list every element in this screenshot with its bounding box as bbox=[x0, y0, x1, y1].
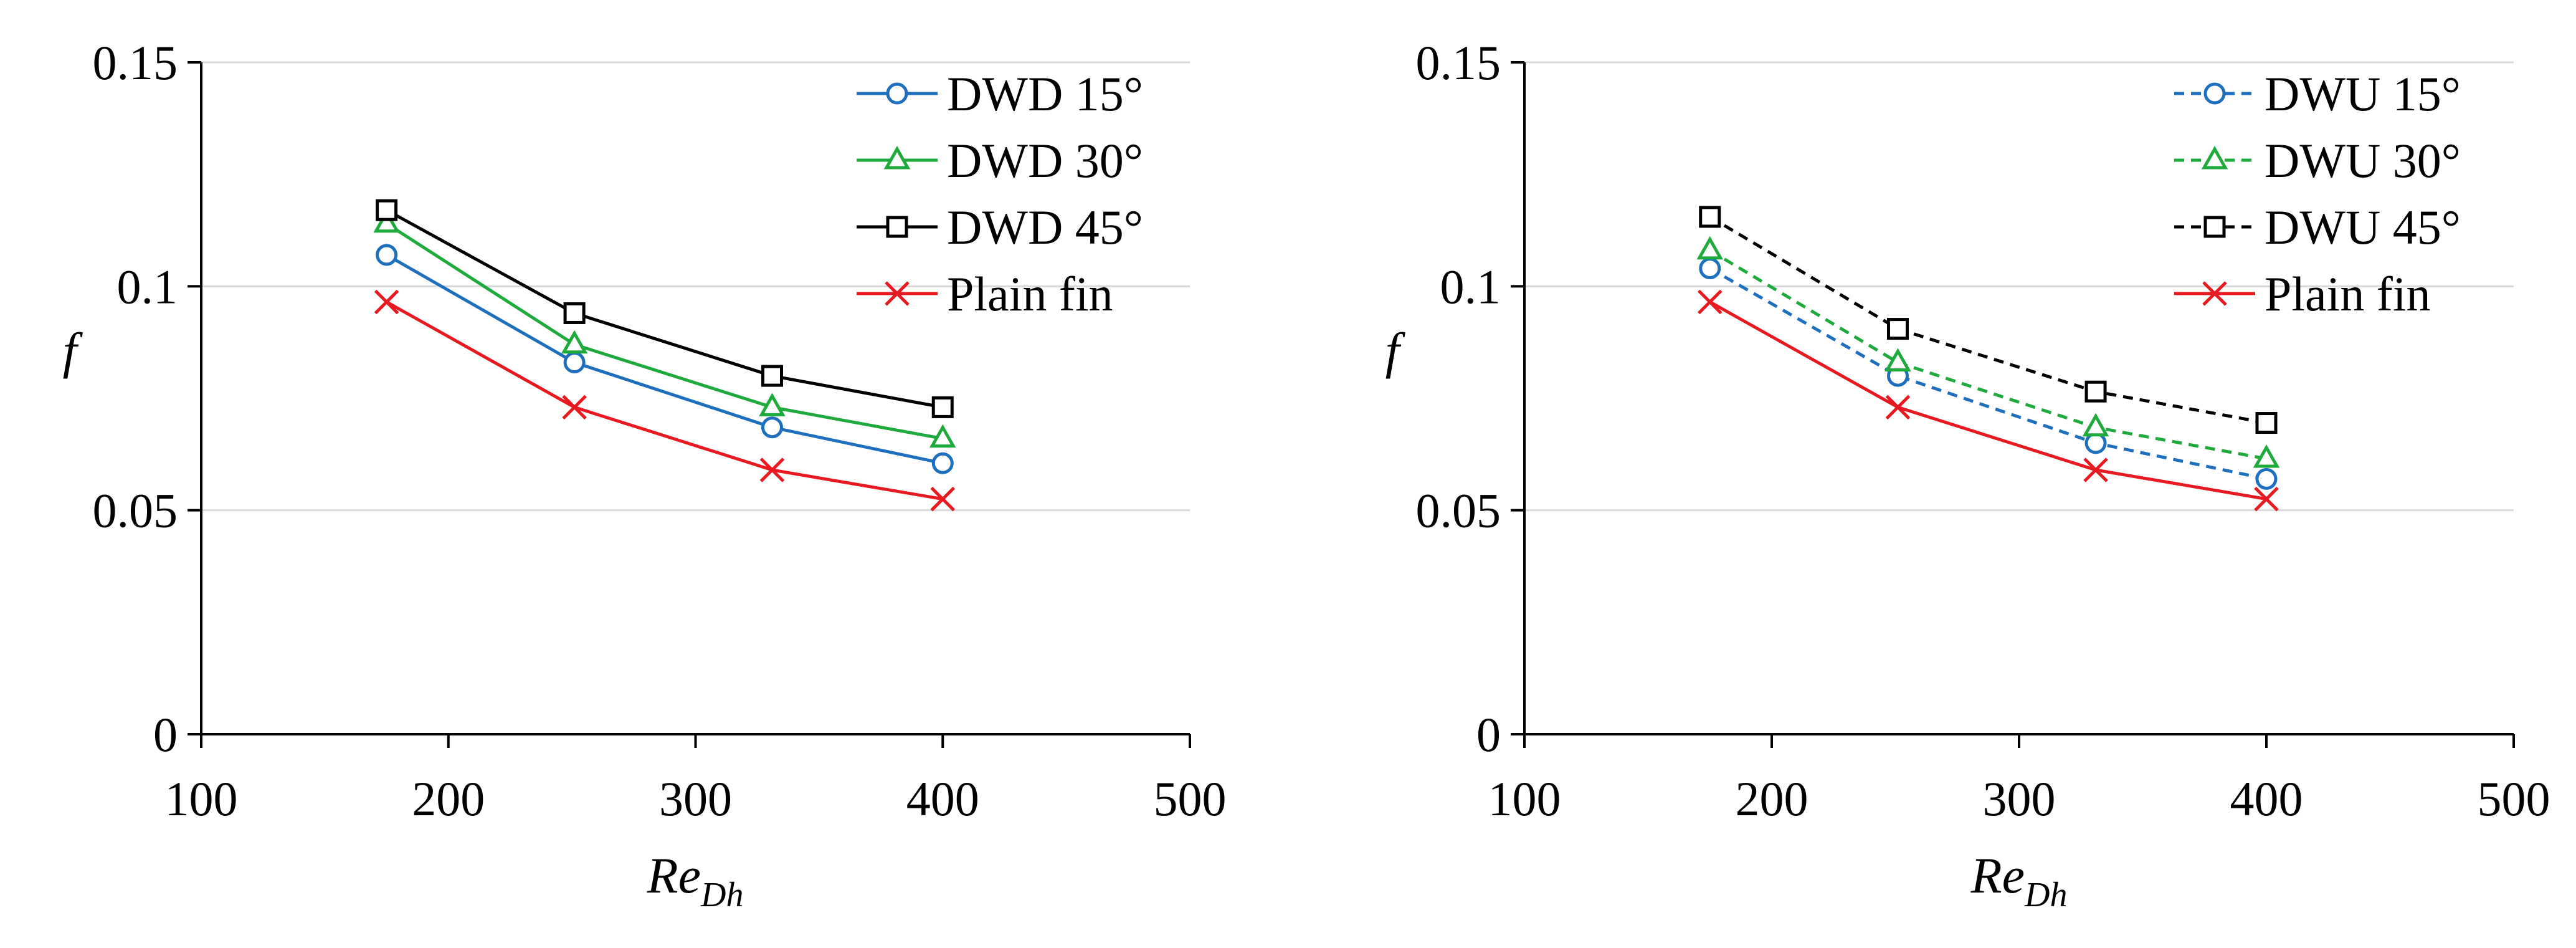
legend-swatch-marker bbox=[2203, 216, 2226, 238]
x-tick-label: 400 bbox=[906, 772, 979, 826]
x-tick-label: 400 bbox=[2230, 772, 2303, 826]
data-point-s2-p1 bbox=[1886, 318, 1909, 340]
data-point-s0-p3 bbox=[2255, 467, 2278, 490]
x-tick-label: 300 bbox=[1983, 772, 2056, 826]
data-point-s1-p2 bbox=[759, 393, 786, 416]
series-line-0 bbox=[1709, 267, 2267, 481]
y-axis-title: f bbox=[1385, 322, 1406, 379]
data-point-s2-p3 bbox=[2255, 412, 2278, 434]
legend-label: DWD 45° bbox=[947, 200, 1143, 254]
series-line-3 bbox=[1709, 300, 2267, 501]
legend-swatch-marker bbox=[883, 145, 911, 170]
x-tick-label: 500 bbox=[1154, 772, 1227, 826]
chart-panel-left: 0 0.05 0.1 0.15 100 200 300 400 500 f ReDh DWD 15° D… bbox=[63, 36, 1227, 914]
legend-label: DWU 15° bbox=[2265, 67, 2461, 121]
legend-swatch-marker bbox=[885, 281, 910, 306]
legend-swatch-marker bbox=[2201, 145, 2228, 170]
legend-label: DWU 30° bbox=[2265, 133, 2461, 188]
data-point-s1-p3 bbox=[929, 424, 956, 448]
data-point-s2-p2 bbox=[761, 365, 783, 387]
data-point-s3-p2 bbox=[759, 457, 785, 482]
legend-swatch-marker bbox=[886, 216, 908, 238]
data-point-s0-p3 bbox=[931, 452, 954, 474]
series-line-2 bbox=[1709, 215, 2267, 424]
x-tick-label: 200 bbox=[1736, 772, 1808, 826]
legend-label: DWD 30° bbox=[947, 133, 1143, 188]
x-tick-label: 200 bbox=[412, 772, 485, 826]
x-tick-label: 100 bbox=[1488, 772, 1561, 826]
x-tick-label: 300 bbox=[659, 772, 732, 826]
data-point-s0-p0 bbox=[376, 244, 398, 266]
y-axis-title: f bbox=[63, 322, 83, 379]
data-point-s3-p1 bbox=[1885, 395, 1911, 420]
series-line-0 bbox=[386, 253, 943, 465]
data-point-s3-p3 bbox=[2254, 486, 2279, 512]
x-axis-title: ReDh bbox=[647, 847, 744, 914]
y-tick-label: 0 bbox=[1476, 707, 1501, 762]
x-tick-label: 500 bbox=[2478, 772, 2550, 826]
data-point-s1-p2 bbox=[2082, 413, 2109, 437]
series-line-3 bbox=[386, 300, 943, 501]
data-point-s2-p0 bbox=[376, 199, 398, 221]
data-point-s1-p0 bbox=[373, 209, 400, 233]
y-tick-label: 0.15 bbox=[93, 36, 178, 90]
x-axis-title-subscript: Dh bbox=[2024, 876, 2067, 914]
data-point-s3-p3 bbox=[930, 486, 956, 512]
y-tick-label: 0.1 bbox=[117, 259, 178, 314]
y-tick-label: 0.1 bbox=[1440, 259, 1501, 314]
legend-swatch-marker bbox=[2202, 281, 2227, 306]
legend-label: DWU 45° bbox=[2265, 200, 2461, 254]
data-point-s1-p3 bbox=[2253, 444, 2280, 468]
legend-label: DWD 15° bbox=[947, 67, 1143, 121]
y-tick-label: 0.05 bbox=[1416, 484, 1501, 538]
legend-swatch-marker bbox=[2203, 82, 2226, 105]
y-tick-label: 0.15 bbox=[1416, 36, 1501, 90]
chart-panel-right: 0 0.05 0.1 0.15 100 200 300 400 500 f ReDh DWU 15° D… bbox=[1385, 36, 2550, 914]
data-point-s0-p0 bbox=[1699, 257, 1721, 280]
data-point-s3-p0 bbox=[1697, 289, 1723, 315]
data-point-s2-p0 bbox=[1699, 206, 1721, 228]
series-line-1 bbox=[1709, 249, 2267, 461]
data-point-s3-p1 bbox=[562, 395, 587, 420]
legend-label: Plain fin bbox=[947, 267, 1113, 321]
data-point-s1-p1 bbox=[561, 330, 588, 354]
x-axis-title: ReDh bbox=[1970, 847, 2068, 914]
data-point-s0-p2 bbox=[2084, 432, 2107, 454]
data-point-s0-p1 bbox=[563, 352, 586, 374]
y-tick-label: 0.05 bbox=[93, 484, 178, 538]
data-point-s2-p1 bbox=[563, 302, 586, 324]
x-axis-title-main: Re bbox=[647, 847, 701, 904]
series-line-1 bbox=[386, 222, 943, 441]
x-axis-title-subscript: Dh bbox=[700, 876, 743, 914]
x-tick-label: 100 bbox=[165, 772, 238, 826]
data-point-s3-p2 bbox=[2083, 457, 2108, 482]
data-point-s0-p2 bbox=[761, 416, 783, 439]
series-line-2 bbox=[386, 208, 943, 409]
x-axis-title-main: Re bbox=[1970, 847, 2025, 904]
data-point-s1-p1 bbox=[1884, 348, 1911, 372]
data-point-s3-p0 bbox=[374, 289, 399, 315]
legend-swatch-marker bbox=[886, 82, 908, 105]
data-point-s1-p0 bbox=[1696, 236, 1724, 260]
y-tick-label: 0 bbox=[153, 707, 178, 762]
data-point-s2-p3 bbox=[931, 396, 954, 418]
legend-label: Plain fin bbox=[2265, 267, 2431, 321]
data-point-s2-p2 bbox=[2084, 380, 2107, 403]
